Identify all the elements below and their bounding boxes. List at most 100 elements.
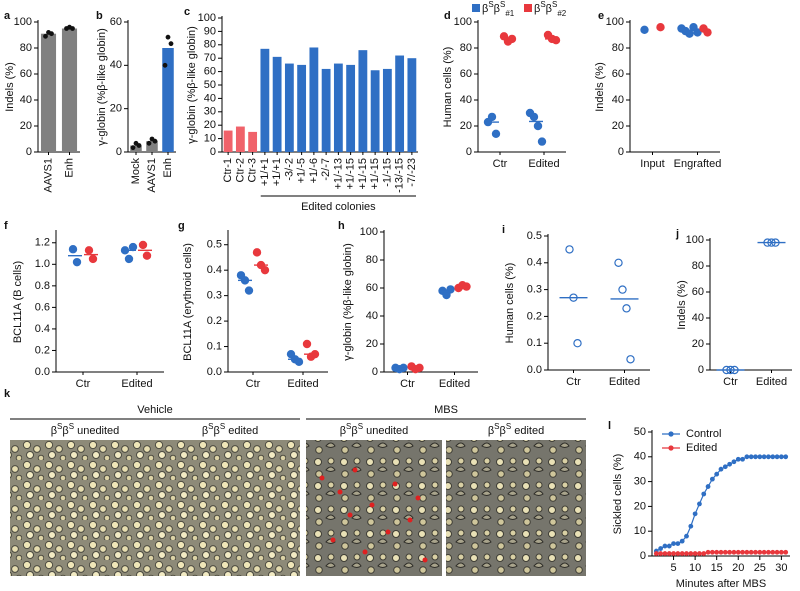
- bar: [284, 63, 294, 153]
- y-tick-label: 30: [634, 476, 646, 488]
- y-tick-label: 0.8: [35, 280, 50, 292]
- x-tick-label: Ctr-1: [222, 158, 234, 182]
- line-point: [774, 454, 780, 460]
- y-tick-label: 0: [640, 550, 646, 562]
- line-point: [671, 541, 676, 546]
- x-tick-label: AAVS1: [42, 158, 54, 193]
- y-axis-label: Sickled cells (%): [612, 454, 624, 535]
- data-point: [622, 304, 631, 313]
- x-tick-label: -2/-7: [320, 158, 332, 181]
- legend-marker: [668, 431, 674, 437]
- y-axis-label: γ-globin (%β-like globin): [186, 26, 198, 144]
- image-caption-part: β: [51, 425, 57, 437]
- y-tick-label: 60: [366, 282, 378, 294]
- data-point: [551, 36, 561, 45]
- line-point: [675, 541, 681, 546]
- bar: [321, 68, 331, 152]
- y-tick-label: 0: [210, 146, 216, 158]
- x-tick-label: Ctr: [723, 376, 738, 388]
- bar: [61, 28, 78, 152]
- legend-label-part: β: [494, 3, 500, 15]
- bar: [40, 33, 57, 153]
- y-axis-label: Indels (%): [594, 62, 606, 112]
- y-tick-label: 80: [612, 42, 624, 54]
- y-tick-label: 100: [360, 226, 378, 238]
- x-tick-label: +1/+1: [259, 158, 271, 186]
- x-axis-label: Edited colonies: [301, 201, 376, 213]
- line-point: [761, 549, 767, 555]
- line-point: [722, 464, 728, 470]
- x-tick-label: -3/-2: [283, 158, 295, 181]
- data-point: [487, 112, 497, 122]
- data-point: [88, 254, 98, 264]
- y-tick-label: 60: [20, 68, 32, 80]
- x-tick-label: Edited: [528, 158, 559, 170]
- x-tick-label: +1/-6: [308, 158, 320, 183]
- panel-label: h: [338, 220, 345, 232]
- line-point: [697, 551, 702, 556]
- y-tick-label: 20: [110, 103, 122, 115]
- replicate-point: [70, 26, 75, 31]
- y-tick-label: 20: [366, 338, 378, 350]
- line-point: [735, 456, 741, 462]
- y-tick-label: 0.5: [207, 239, 222, 251]
- y-tick-label: 60: [692, 286, 704, 298]
- image-caption: βSβS unedited: [340, 422, 409, 437]
- line-point: [688, 523, 694, 529]
- replicate-point: [168, 41, 174, 47]
- y-tick-label: 60: [204, 66, 216, 78]
- image-caption-part: S: [358, 422, 363, 431]
- line-point: [727, 461, 733, 467]
- image-caption-part: S: [346, 422, 351, 431]
- x-tick-label: Engrafted: [674, 158, 722, 170]
- line-point: [778, 454, 784, 460]
- line-point: [718, 466, 724, 472]
- data-point: [128, 242, 138, 252]
- x-tick-label: Ctr-2: [234, 158, 246, 182]
- legend-swatch: [472, 4, 480, 12]
- legend-label-part: #2: [557, 9, 566, 18]
- replicate-point: [162, 62, 168, 68]
- data-point: [244, 286, 254, 295]
- line-point: [705, 549, 711, 555]
- line-point: [684, 533, 689, 539]
- image-caption-part: unedited: [74, 425, 119, 437]
- y-axis-label: Human cells (%): [504, 263, 516, 344]
- micrograph: [160, 440, 300, 576]
- y-axis-label: γ-globin (%β-like globin): [96, 28, 108, 146]
- image-caption-part: β: [340, 425, 346, 437]
- line-point: [679, 538, 685, 544]
- line-point: [709, 476, 715, 482]
- x-tick-label: 15: [711, 562, 723, 574]
- y-tick-label: 0.3: [207, 290, 222, 302]
- x-tick-label: Ctr: [493, 158, 508, 170]
- legend-swatch: [524, 4, 532, 12]
- y-tick-label: 100: [454, 16, 472, 28]
- line-point: [766, 454, 771, 460]
- data-point: [529, 112, 539, 122]
- x-tick-label: Enh: [63, 158, 75, 178]
- image-caption-part: S: [69, 422, 74, 431]
- y-tick-label: 60: [460, 68, 472, 80]
- replicate-point: [136, 143, 142, 148]
- x-tick-label: Edited: [756, 376, 787, 388]
- data-point: [84, 246, 94, 255]
- legend-label-part: β: [546, 3, 552, 15]
- bar: [223, 130, 233, 152]
- line-point: [757, 454, 763, 460]
- data-point: [640, 25, 649, 34]
- micrograph: [446, 440, 586, 576]
- data-point: [656, 23, 665, 32]
- data-point: [565, 245, 574, 254]
- micrograph: [10, 440, 160, 576]
- line-point: [731, 459, 737, 465]
- data-point: [124, 254, 134, 264]
- line-point: [718, 549, 724, 555]
- line-point: [778, 549, 784, 555]
- x-tick-label: Input: [640, 158, 664, 170]
- line-point: [701, 551, 707, 556]
- bar: [248, 131, 258, 152]
- group-label: MBS: [434, 404, 458, 416]
- group-label: Vehicle: [137, 404, 172, 416]
- y-tick-label: 100: [606, 16, 624, 28]
